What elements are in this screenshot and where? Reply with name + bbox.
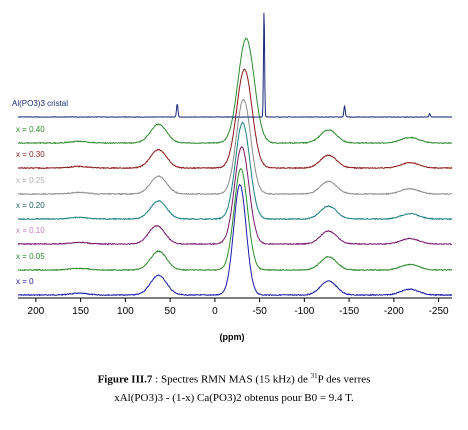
- x-tick-label-0: 200: [28, 306, 45, 317]
- caption-line2: xAl(PO3)3 - (1-x) Ca(PO3)2 obtenus pour …: [114, 392, 354, 404]
- x-tick-label-2: 100: [117, 306, 134, 317]
- series-label-7: x = 0: [16, 277, 34, 286]
- series-label-4: x = 0.20: [16, 201, 45, 210]
- x-tick-label-5: -50: [252, 306, 267, 317]
- x-tick-label-6: -100: [294, 306, 314, 317]
- series-line-7: [17, 183, 453, 297]
- caption-line1: : Spectres RMN MAS (15 kHz) de: [152, 373, 311, 386]
- series-line-0: [17, 12, 453, 118]
- series-label-2: x = 0.30: [16, 150, 45, 159]
- x-axis: 200 150 100 50 0 -50 -100 -150 -200 -250: [18, 297, 452, 317]
- series-line-4: [17, 121, 453, 221]
- figure-caption: Figure III.7 : Spectres RMN MAS (15 kHz)…: [0, 372, 468, 386]
- series-label-6: x = 0.05: [16, 252, 45, 261]
- series-label-1: x = 0.40: [16, 125, 45, 134]
- isotope-symbol: P des verres: [317, 373, 371, 386]
- series-labels: Al(PO3)3 cristal x = 0.40 x = 0.30 x = 0.25…: [12, 99, 68, 286]
- x-axis-label: (ppm): [220, 332, 245, 342]
- series-label-0: Al(PO3)3 cristal: [12, 99, 68, 108]
- x-tick-label-4: 0: [212, 306, 218, 317]
- series-line-6: [17, 167, 453, 272]
- x-tick-label-3: 50: [165, 306, 177, 317]
- series-line-3: [17, 99, 452, 196]
- x-tick-label-9: -250: [429, 306, 449, 317]
- isotope-mass: 31: [310, 372, 318, 380]
- series-label-3: x = 0.25: [16, 176, 45, 185]
- figure-caption-line2: xAl(PO3)3 - (1-x) Ca(PO3)2 obtenus pour …: [0, 392, 468, 404]
- figure-label: Figure III.7: [97, 373, 153, 386]
- series-line-5: [17, 146, 452, 246]
- series-line-2: [17, 68, 453, 170]
- spectra-traces: [17, 12, 453, 297]
- x-tick-label-7: -150: [339, 306, 359, 317]
- x-tick-label-1: 150: [72, 306, 89, 317]
- x-tick-label-8: -200: [384, 306, 404, 317]
- series-line-1: [17, 37, 453, 145]
- series-label-5: x = 0.10: [16, 226, 45, 235]
